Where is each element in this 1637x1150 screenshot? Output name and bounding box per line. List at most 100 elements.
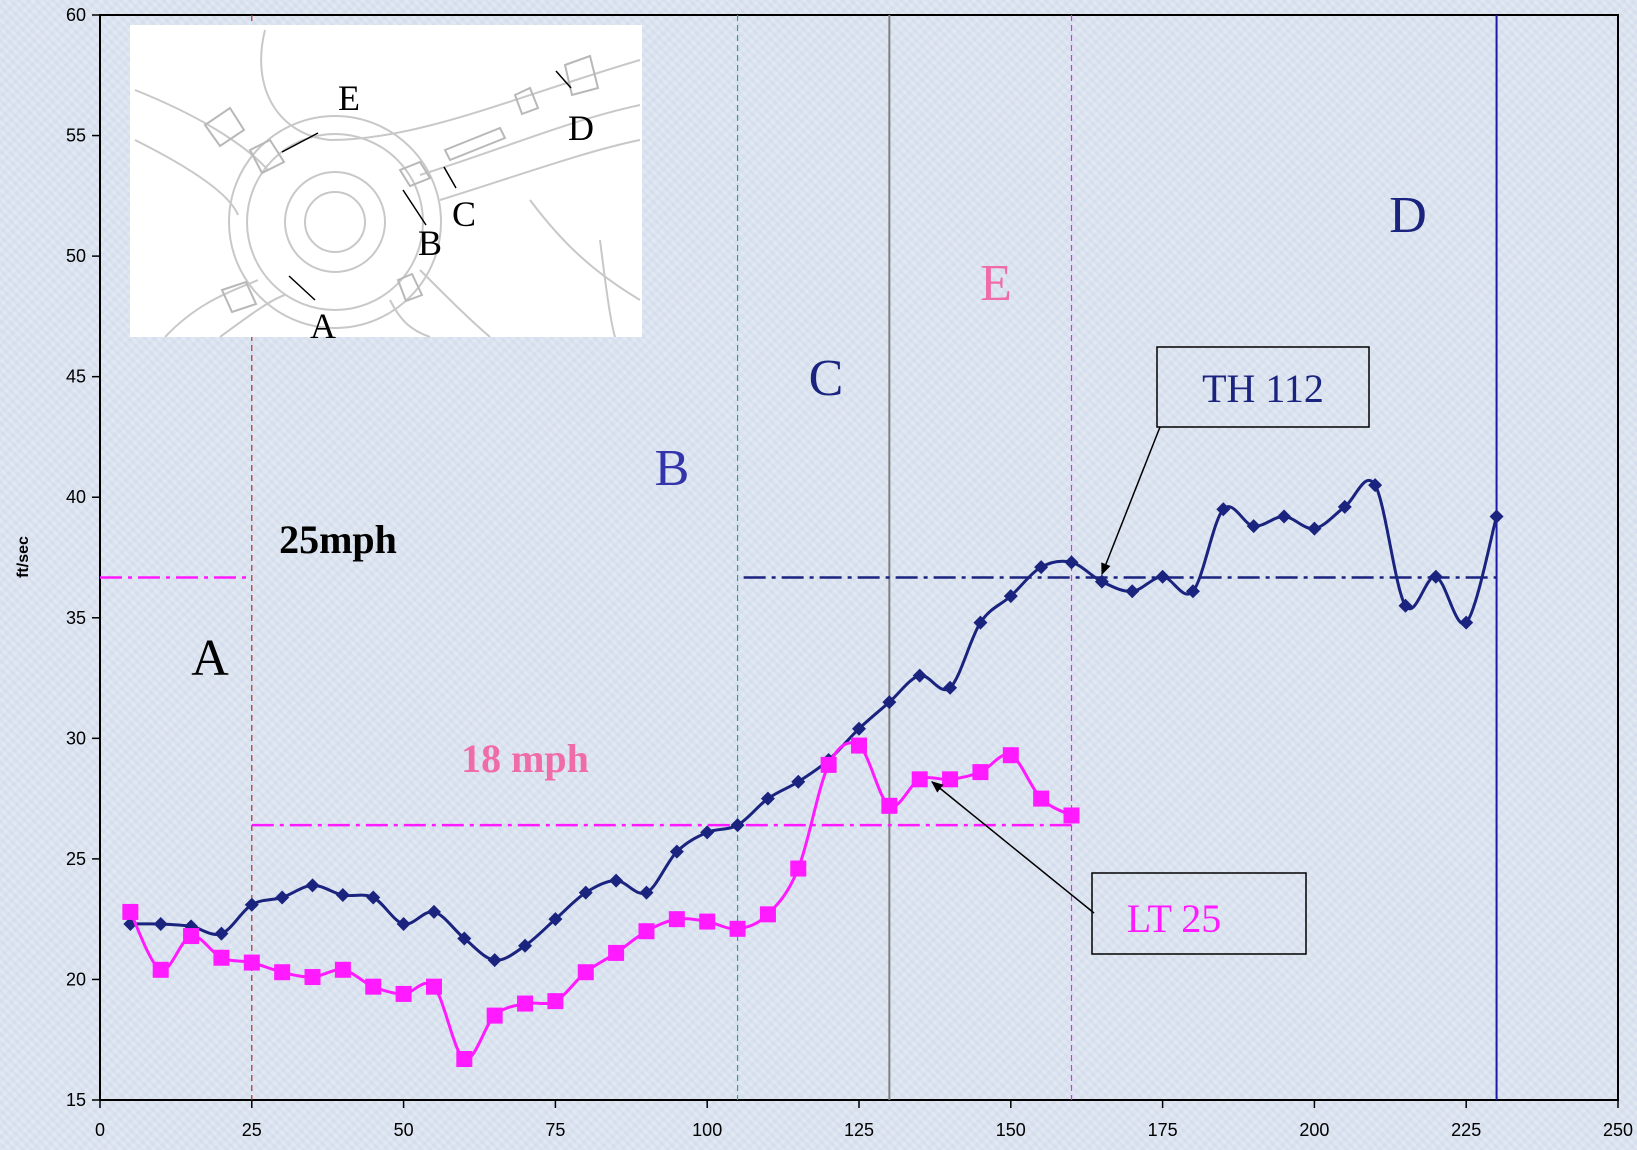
inset-label-e: E bbox=[338, 78, 360, 118]
data-point-lt25 bbox=[851, 737, 867, 754]
data-point-th112 bbox=[244, 897, 259, 912]
data-point-th112 bbox=[1398, 598, 1413, 613]
x-tick-label: 125 bbox=[844, 1120, 874, 1140]
data-point-lt25 bbox=[213, 949, 230, 966]
data-point-lt25 bbox=[911, 771, 928, 788]
data-point-th112 bbox=[1337, 499, 1352, 514]
series-line-lt25 bbox=[129, 741, 1073, 1061]
data-point-th112 bbox=[1094, 574, 1109, 589]
data-point-lt25 bbox=[699, 913, 716, 930]
data-point-th112 bbox=[1003, 589, 1018, 604]
x-tick-label: 25 bbox=[242, 1120, 262, 1140]
data-point-th112 bbox=[1155, 569, 1170, 584]
data-point-lt25 bbox=[1033, 790, 1050, 807]
data-point-lt25 bbox=[638, 923, 655, 940]
data-point-th112 bbox=[882, 695, 897, 710]
y-axis-label: ft/sec bbox=[15, 536, 32, 578]
roundabout-inset-map: E D C B A bbox=[130, 25, 642, 346]
zone-label-a: A bbox=[191, 630, 229, 687]
data-point-lt25 bbox=[425, 978, 442, 995]
data-point-lt25 bbox=[274, 964, 291, 981]
y-tick-label: 15 bbox=[66, 1090, 86, 1110]
data-point-th112 bbox=[214, 926, 229, 941]
data-point-th112 bbox=[669, 844, 684, 859]
data-point-th112 bbox=[1034, 560, 1049, 575]
data-point-lt25 bbox=[517, 995, 534, 1012]
callout-th112: TH 112 bbox=[1101, 346, 1370, 576]
data-point-th112 bbox=[487, 953, 502, 968]
data-point-th112 bbox=[1489, 509, 1504, 524]
data-point-th112 bbox=[548, 912, 563, 927]
data-point-lt25 bbox=[486, 1007, 503, 1024]
data-point-th112 bbox=[426, 904, 441, 919]
data-point-th112 bbox=[730, 818, 745, 833]
x-tick-label: 150 bbox=[996, 1120, 1026, 1140]
data-point-th112 bbox=[1185, 584, 1200, 599]
data-point-th112 bbox=[1368, 478, 1383, 493]
data-point-lt25 bbox=[577, 964, 594, 981]
data-point-th112 bbox=[396, 916, 411, 931]
data-point-th112 bbox=[1428, 569, 1443, 584]
x-tick-label: 200 bbox=[1299, 1120, 1329, 1140]
zone-label-b: B bbox=[655, 440, 690, 497]
inset-label-a: A bbox=[310, 306, 336, 346]
data-point-th112 bbox=[791, 774, 806, 789]
data-point-lt25 bbox=[668, 911, 685, 928]
y-tick-label: 20 bbox=[66, 969, 86, 989]
data-point-lt25 bbox=[395, 985, 412, 1002]
y-tick-label: 55 bbox=[66, 126, 86, 146]
data-point-th112 bbox=[1216, 502, 1231, 517]
data-point-lt25 bbox=[608, 944, 625, 961]
data-point-lt25 bbox=[1063, 807, 1080, 824]
callout-lt25-text: LT 25 bbox=[1127, 896, 1221, 941]
data-point-lt25 bbox=[243, 954, 260, 971]
data-point-th112 bbox=[1459, 615, 1474, 630]
data-point-th112 bbox=[760, 791, 775, 806]
data-point-th112 bbox=[153, 916, 168, 931]
y-tick-label: 50 bbox=[66, 246, 86, 266]
x-tick-label: 225 bbox=[1451, 1120, 1481, 1140]
data-point-lt25 bbox=[547, 993, 564, 1010]
y-tick-label: 35 bbox=[66, 608, 86, 628]
x-tick-label: 250 bbox=[1603, 1120, 1633, 1140]
data-point-lt25 bbox=[152, 961, 169, 978]
y-tick-label: 30 bbox=[66, 728, 86, 748]
y-tick-label: 40 bbox=[66, 487, 86, 507]
zone-label-c: C bbox=[809, 350, 844, 407]
y-tick-label: 60 bbox=[66, 5, 86, 25]
data-point-th112 bbox=[1246, 519, 1261, 534]
data-point-th112 bbox=[518, 938, 533, 953]
x-tick-label: 100 bbox=[692, 1120, 722, 1140]
axis-ticks: 15 20 25 30 35 40 45 50 55 60 0 25 50 75 100 125 150 175 2… bbox=[66, 5, 1633, 1140]
data-point-th112 bbox=[1064, 555, 1079, 570]
data-point-lt25 bbox=[972, 764, 989, 781]
data-point-lt25 bbox=[183, 928, 200, 945]
zone-label-d: D bbox=[1389, 187, 1427, 244]
y-tick-label: 45 bbox=[66, 367, 86, 387]
speed-label-18mph: 18 mph bbox=[461, 736, 589, 781]
data-point-lt25 bbox=[881, 797, 898, 814]
callout-lt25: LT 25 bbox=[931, 781, 1307, 955]
data-point-th112 bbox=[578, 885, 593, 900]
x-tick-label: 175 bbox=[1148, 1120, 1178, 1140]
data-point-th112 bbox=[457, 931, 472, 946]
x-tick-label: 50 bbox=[394, 1120, 414, 1140]
data-point-th112 bbox=[335, 888, 350, 903]
data-point-th112 bbox=[366, 890, 381, 905]
data-point-th112 bbox=[973, 615, 988, 630]
data-point-lt25 bbox=[1002, 747, 1019, 764]
callout-th112-text: TH 112 bbox=[1202, 366, 1324, 411]
x-tick-label: 75 bbox=[545, 1120, 565, 1140]
data-point-th112 bbox=[700, 825, 715, 840]
data-point-th112 bbox=[305, 878, 320, 893]
inset-label-c: C bbox=[452, 194, 476, 234]
data-point-th112 bbox=[1277, 509, 1292, 524]
data-point-th112 bbox=[1125, 584, 1140, 599]
data-series bbox=[122, 478, 1504, 1068]
data-point-th112 bbox=[639, 885, 654, 900]
data-point-lt25 bbox=[365, 978, 382, 995]
x-tick-label: 0 bbox=[95, 1120, 105, 1140]
data-point-lt25 bbox=[304, 969, 321, 986]
